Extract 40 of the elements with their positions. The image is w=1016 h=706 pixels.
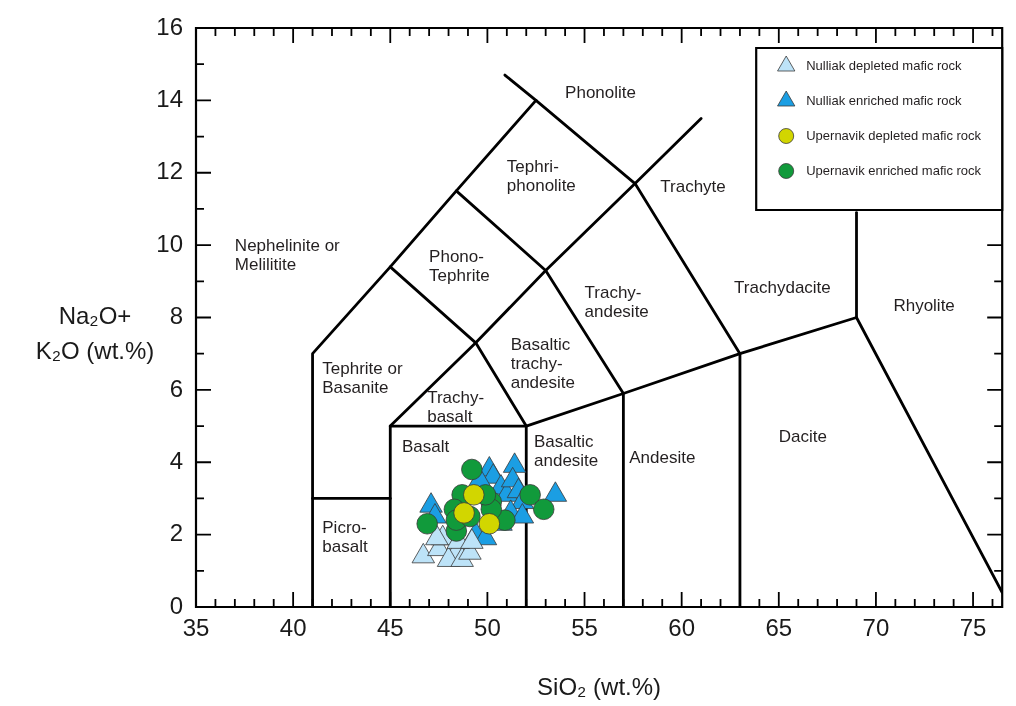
annotation: Basaltic andesite bbox=[534, 431, 599, 470]
legend-label: Upernavik depleted mafic rock bbox=[806, 127, 982, 143]
annotation: Tephrite or Basanite bbox=[322, 359, 403, 398]
annotation: Dacite bbox=[778, 426, 827, 446]
annotation: Phono- Tephrite bbox=[429, 247, 490, 286]
x-tick-label: 75 bbox=[959, 614, 987, 642]
y-tick-label: 14 bbox=[156, 85, 183, 112]
y-tick-label: 12 bbox=[156, 157, 183, 185]
x-tick-label: 55 bbox=[571, 614, 598, 642]
y-tick-label: 10 bbox=[156, 229, 183, 257]
legend-label: Nulliak depleted mafic rock bbox=[806, 57, 963, 73]
x-tick-label: 60 bbox=[668, 614, 696, 642]
y-tick-label: 4 bbox=[169, 446, 183, 474]
annotation: Trachydacite bbox=[734, 278, 831, 298]
annotation: Andesite bbox=[629, 448, 696, 468]
y-tick-label: 2 bbox=[169, 519, 183, 547]
annotation: Rhyolite bbox=[893, 296, 955, 316]
y-tick-label: 8 bbox=[169, 302, 183, 330]
annotation: Picro- basalt bbox=[322, 518, 368, 557]
x-tick-label: 45 bbox=[376, 614, 404, 642]
annotation: Basalt bbox=[401, 437, 450, 457]
annotation: Phonolite bbox=[565, 82, 636, 102]
legend-label: Nulliak enriched mafic rock bbox=[806, 92, 963, 108]
y-tick-label: 6 bbox=[169, 374, 183, 402]
legend-label: Upernavik enriched mafic rock bbox=[806, 162, 982, 178]
annotation: Tephri- phonolite bbox=[506, 156, 576, 195]
x-tick-label: 40 bbox=[279, 614, 307, 642]
annotation: Trachy- basalt bbox=[427, 388, 485, 427]
y-axis-title: Na₂O+ K₂O (wt.%) bbox=[35, 301, 155, 364]
annotation: Trachyte bbox=[660, 176, 726, 196]
x-tick-label: 70 bbox=[862, 614, 890, 642]
y-tick-label: 16 bbox=[156, 12, 183, 40]
y-tick-label: 0 bbox=[169, 591, 183, 619]
x-tick-label: 65 bbox=[765, 614, 793, 642]
annotation: Basaltic trachy- andesite bbox=[510, 335, 575, 393]
x-tick-label: 50 bbox=[474, 614, 501, 642]
x-axis-title: SiO₂ (wt.%) bbox=[537, 672, 662, 700]
annotation: Nephelinite or Melilitite bbox=[234, 236, 341, 275]
x-tick-label: 35 bbox=[182, 614, 210, 642]
annotation: Trachy- andesite bbox=[584, 283, 649, 322]
